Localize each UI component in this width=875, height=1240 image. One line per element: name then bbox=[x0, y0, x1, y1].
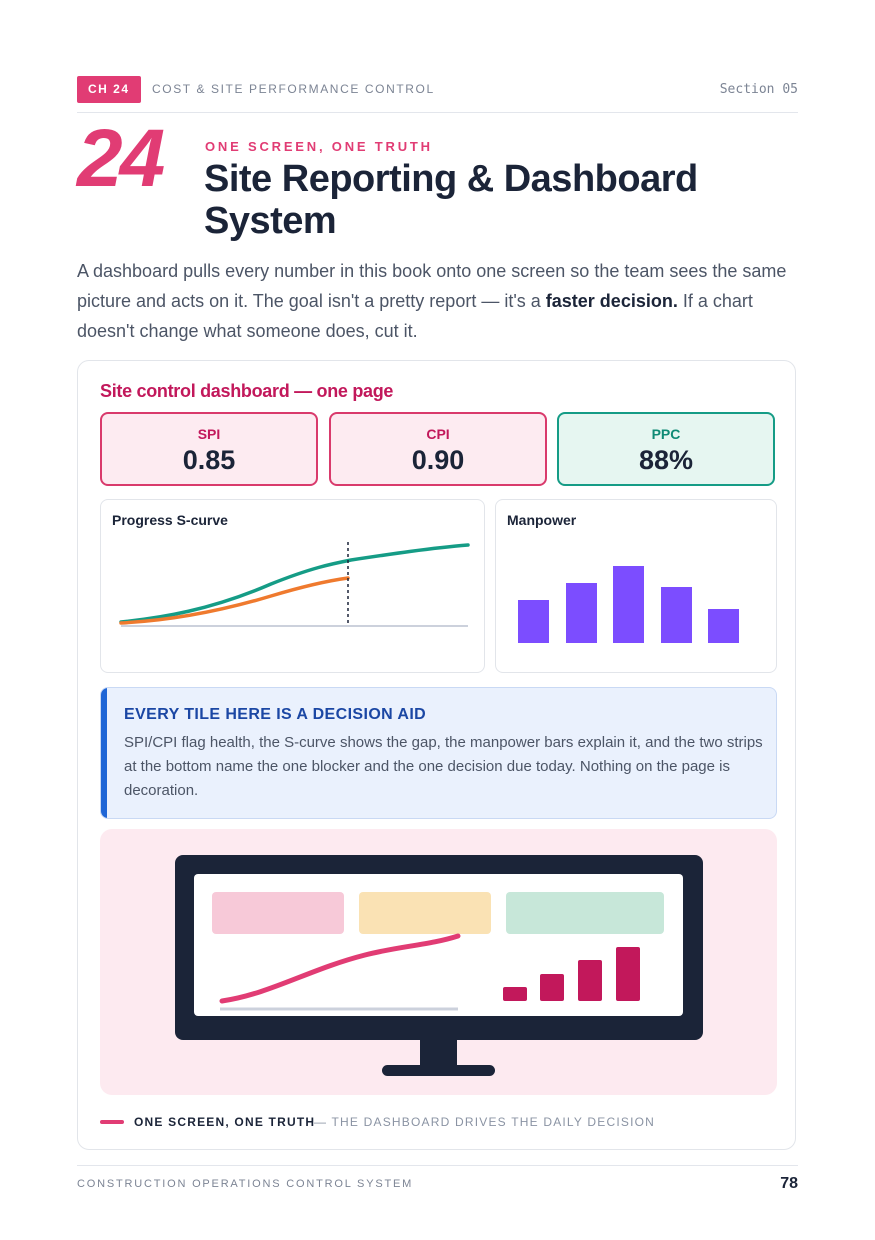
intro-text-before: A dashboard pulls every number in this b… bbox=[77, 261, 787, 311]
manpower-bar bbox=[708, 609, 739, 643]
callout-accent-bar bbox=[101, 688, 107, 818]
intro-emphasis: faster decision. bbox=[545, 291, 678, 311]
dashboard-card: Site control dashboard — one page SPI 0.… bbox=[77, 360, 796, 1150]
monitor-illustration bbox=[100, 829, 777, 1095]
manpower-bar bbox=[566, 583, 597, 643]
screen-bar bbox=[540, 974, 564, 1001]
intro-text-after: If a chart doesn't change what someone d… bbox=[77, 291, 753, 341]
manpower-panel: Manpower bbox=[495, 499, 777, 673]
monitor-neck bbox=[420, 1040, 457, 1067]
kpi-label: PPC bbox=[651, 426, 681, 442]
monitor-graphic bbox=[175, 855, 703, 1076]
screen-bar bbox=[578, 960, 602, 1001]
kpi-label: CPI bbox=[426, 426, 450, 442]
manpower-bar bbox=[613, 566, 644, 643]
manpower-bar bbox=[661, 587, 692, 643]
page-number: 78 bbox=[780, 1175, 798, 1192]
callout-heading: EVERY TILE HERE IS A DECISION AID bbox=[124, 706, 427, 723]
caption-subtitle: — THE DASHBOARD DRIVES THE DAILY DECISIO… bbox=[314, 1115, 656, 1129]
scurve-title: Progress S-curve bbox=[112, 512, 228, 528]
footer-book-title: CONSTRUCTION OPERATIONS CONTROL SYSTEM bbox=[77, 1178, 414, 1190]
planned-curve bbox=[119, 543, 470, 624]
kpi-tile-ppc: PPC 88% bbox=[557, 412, 775, 486]
actual-curve bbox=[119, 576, 350, 625]
manpower-title: Manpower bbox=[507, 512, 577, 528]
dashboard-title: Site control dashboard — one page bbox=[100, 381, 394, 401]
page-title: Site Reporting & Dashboard System bbox=[204, 158, 698, 242]
caption-marker bbox=[100, 1120, 124, 1124]
running-header: CH 24 COST & SITE PERFORMANCE CONTROL Se… bbox=[77, 76, 798, 113]
screen-bar bbox=[616, 947, 640, 1001]
running-footer: CONSTRUCTION OPERATIONS CONTROL SYSTEM 7… bbox=[77, 1165, 798, 1196]
kpi-tile-spi: SPI 0.85 bbox=[100, 412, 318, 486]
chapter-badge: CH 24 bbox=[77, 76, 141, 103]
screen-tile bbox=[359, 892, 491, 934]
kpi-value: 0.90 bbox=[411, 445, 465, 475]
running-header-title: COST & SITE PERFORMANCE CONTROL bbox=[152, 82, 435, 96]
intro-paragraph: A dashboard pulls every number in this b… bbox=[77, 256, 801, 346]
manpower-graphic bbox=[518, 566, 739, 643]
scurve-graphic bbox=[119, 542, 470, 627]
scurve-panel: Progress S-curve bbox=[100, 499, 485, 673]
chapter-number: 24 bbox=[77, 113, 165, 204]
screen-tile bbox=[212, 892, 344, 934]
screen-tile bbox=[506, 892, 664, 934]
kpi-value: 88% bbox=[638, 445, 694, 475]
kpi-tile-cpi: CPI 0.90 bbox=[329, 412, 547, 486]
monitor-stand bbox=[382, 1065, 495, 1076]
screen-curve bbox=[219, 933, 461, 1004]
kpi-label: SPI bbox=[197, 426, 221, 442]
caption-title: ONE SCREEN, ONE TRUTH bbox=[134, 1115, 316, 1129]
callout-box: EVERY TILE HERE IS A DECISION AID SPI/CP… bbox=[100, 687, 777, 819]
manpower-bar bbox=[518, 600, 549, 643]
callout-body: SPI/CPI flag health, the S-curve shows t… bbox=[124, 734, 763, 799]
kpi-value: 0.85 bbox=[182, 445, 236, 475]
section-label: Section 05 bbox=[719, 82, 798, 97]
chapter-kicker: ONE SCREEN, ONE TRUTH bbox=[205, 139, 433, 154]
screen-bar bbox=[503, 987, 527, 1001]
